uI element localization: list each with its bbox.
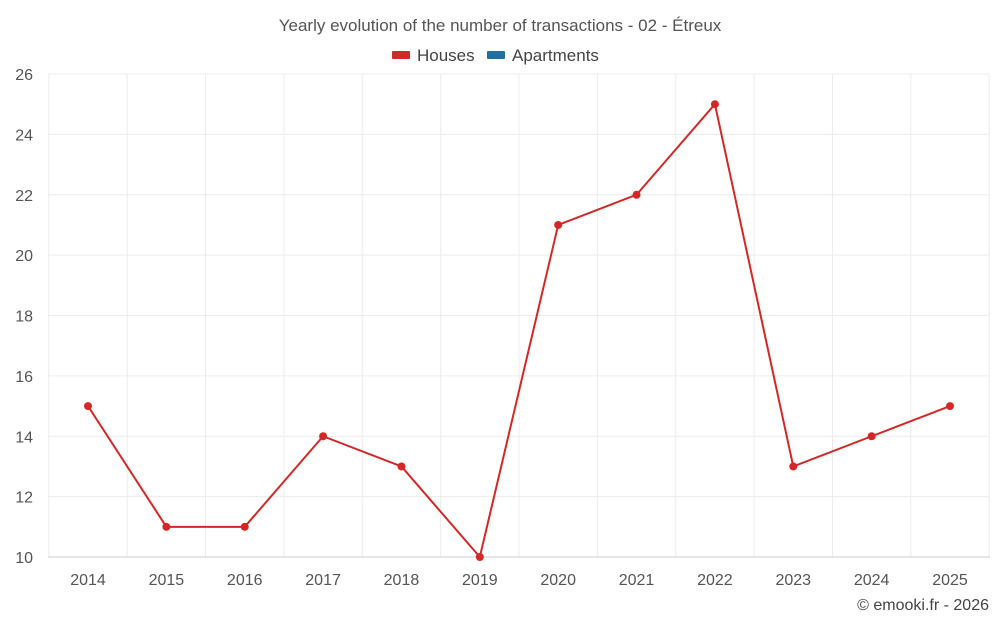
data-point-houses <box>319 432 328 441</box>
x-tick-label: 2024 <box>854 572 890 589</box>
legend-label-houses: Houses <box>417 46 475 65</box>
x-axis-labels: 2014 2015 2016 2017 2018 2019 2020 2021 2022 2023… <box>70 572 968 589</box>
x-tick-label: 2025 <box>932 572 968 589</box>
legend-swatch-houses <box>392 51 410 59</box>
x-tick-label: 2014 <box>70 572 106 589</box>
y-tick-label: 16 <box>15 369 33 386</box>
x-tick-label: 2020 <box>540 572 576 589</box>
x-tick-label: 2019 <box>462 572 498 589</box>
data-point-houses <box>554 220 563 229</box>
y-tick-label: 24 <box>15 127 33 144</box>
x-tick-label: 2022 <box>697 572 733 589</box>
legend-item-apartments[interactable]: Apartments <box>487 46 599 65</box>
x-tick-label: 2015 <box>149 572 185 589</box>
data-point-houses <box>867 432 876 441</box>
chart-title: Yearly evolution of the number of transa… <box>279 16 722 35</box>
y-tick-label: 22 <box>15 188 33 205</box>
data-point-houses <box>240 522 249 531</box>
legend-swatch-apartments <box>487 51 505 59</box>
legend-label-apartments: Apartments <box>512 46 599 65</box>
data-point-houses <box>710 100 719 109</box>
data-point-houses <box>397 462 406 471</box>
x-gridlines <box>48 74 990 558</box>
x-tick-label: 2021 <box>619 572 655 589</box>
y-axis-labels: 10 12 14 16 18 20 22 24 26 <box>15 67 33 567</box>
series-layer <box>84 100 954 561</box>
x-tick-label: 2017 <box>305 572 341 589</box>
y-tick-label: 26 <box>15 67 33 84</box>
x-tick-label: 2023 <box>775 572 811 589</box>
data-point-houses <box>84 402 92 411</box>
legend: Houses Apartments <box>392 46 599 65</box>
series-line-houses <box>87 103 951 558</box>
data-point-houses <box>789 462 798 471</box>
data-point-houses <box>475 553 484 561</box>
x-tick-label: 2018 <box>384 572 420 589</box>
legend-item-houses[interactable]: Houses <box>392 46 475 65</box>
y-tick-label: 14 <box>15 429 33 446</box>
data-point-houses <box>946 402 954 411</box>
y-tick-label: 10 <box>15 550 33 567</box>
y-tick-label: 20 <box>15 248 33 265</box>
data-point-houses <box>632 190 641 199</box>
credit-text: © emooki.fr - 2026 <box>857 597 989 614</box>
x-tick-label: 2016 <box>227 572 263 589</box>
y-tick-label: 12 <box>15 490 33 507</box>
data-point-houses <box>162 522 171 531</box>
y-tick-label: 18 <box>15 309 33 326</box>
